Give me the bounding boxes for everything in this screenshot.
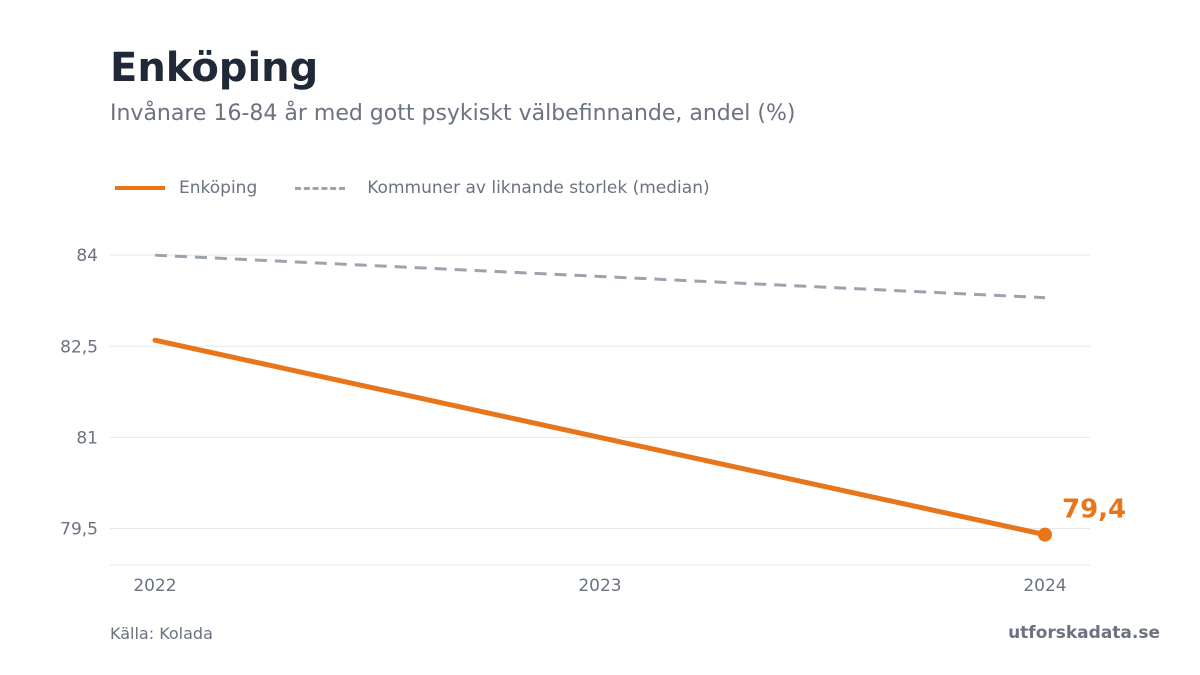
x-tick-label: 2023 [578, 576, 621, 596]
chart-title: Enköping [110, 45, 319, 91]
y-tick-label: 84 [76, 246, 98, 266]
legend-item-median: Kommuner av liknande storlek (median) [295, 178, 710, 198]
y-tick-label: 79,5 [60, 520, 98, 540]
legend-swatch-solid [115, 186, 165, 190]
x-tick-label: 2024 [1023, 576, 1066, 596]
source-note: Källa: Kolada [110, 624, 213, 643]
series-line-median [154, 253, 1046, 300]
legend-item-enkoping: Enköping [115, 178, 257, 198]
x-tick-label: 2022 [133, 576, 176, 596]
end-point-marker [1038, 527, 1052, 542]
y-tick-label: 81 [76, 428, 98, 448]
legend-label-median: Kommuner av liknande storlek (median) [367, 178, 710, 198]
series-line-enkoping [152, 337, 1048, 538]
y-tick-label: 82,5 [60, 337, 98, 357]
legend-label-enkoping: Enköping [179, 178, 258, 198]
legend: Enköping Kommuner av liknande storlek (m… [115, 178, 748, 198]
end-value-label: 79,4 [1062, 495, 1126, 525]
brand-link[interactable]: utforskadata.se [1008, 623, 1160, 643]
legend-swatch-dashed [295, 186, 346, 190]
chart-subtitle: Invånare 16-84 år med gott psykiskt välb… [110, 101, 796, 126]
